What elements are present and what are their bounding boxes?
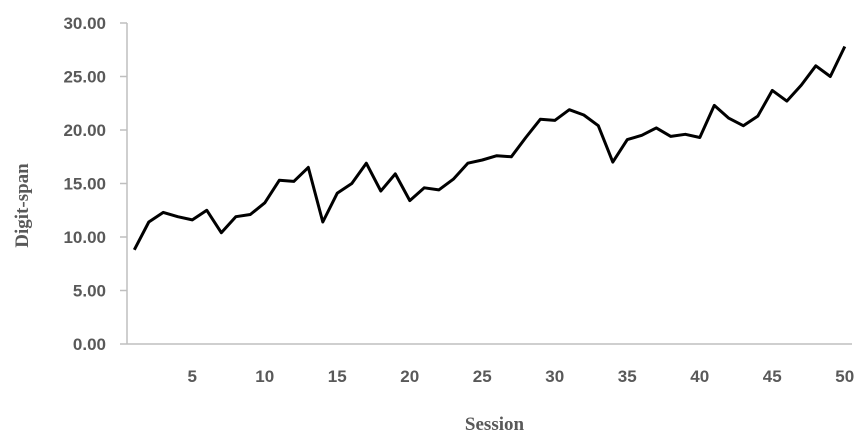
x-axis-title: Session: [465, 414, 525, 435]
y-tick-label: 20.00: [63, 121, 106, 140]
x-tick-label: 30: [545, 367, 564, 386]
x-tick-label: 20: [400, 367, 419, 386]
x-tick-label: 15: [328, 367, 347, 386]
series-line: [132, 45, 847, 251]
x-tick-label: 45: [763, 367, 782, 386]
x-axis-ticks: 5 10 15 20 25 30 35 40 45 50: [188, 367, 855, 386]
x-tick-label: 25: [473, 367, 492, 386]
y-axis-title: Digit-span: [12, 163, 33, 248]
y-tick-label: 15.00: [63, 175, 106, 194]
x-tick-label: 50: [835, 367, 854, 386]
x-tick-label: 35: [618, 367, 637, 386]
y-tick-label: 0.00: [73, 335, 106, 354]
y-tick-label: 25.00: [63, 68, 106, 87]
y-axis-ticks: 0.00 5.00 10.00 15.00 20.00 25.00 30.00: [63, 14, 127, 354]
y-tick-label: 5.00: [73, 282, 106, 301]
x-tick-label: 5: [188, 367, 197, 386]
x-tick-label: 40: [690, 367, 709, 386]
y-tick-label: 30.00: [63, 14, 106, 33]
y-tick-label: 10.00: [63, 228, 106, 247]
x-tick-label: 10: [255, 367, 274, 386]
